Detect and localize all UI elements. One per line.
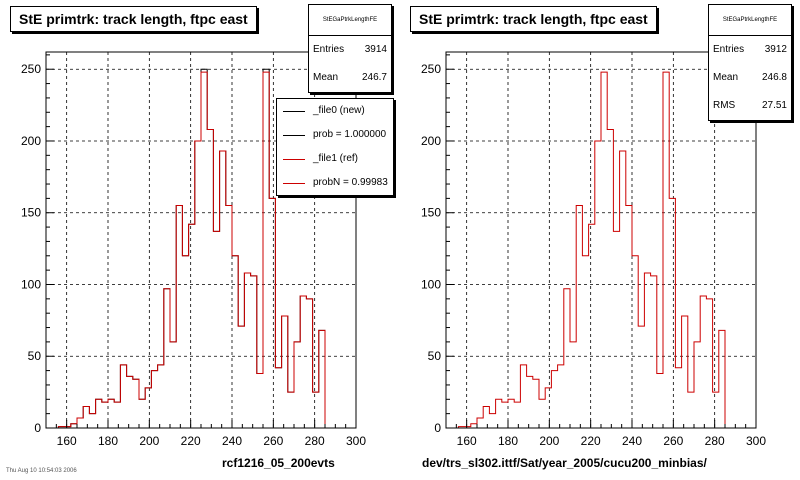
stats-header: StEGaPtrkLengthFE — [709, 5, 791, 36]
stats-header: StEGaPtrkLengthFE — [309, 5, 391, 36]
stats-label: Entries — [713, 44, 745, 55]
legend-swatch — [283, 111, 305, 112]
y-tick-label: 50 — [428, 349, 442, 363]
x-tick-label: 220 — [181, 434, 201, 448]
x-tick-label: 160 — [57, 434, 77, 448]
x-tick-label: 300 — [746, 434, 766, 448]
chart-title: StE primtrk: track length, ftpc east — [10, 6, 257, 32]
y-tick-label: 0 — [34, 421, 41, 435]
stats-label: Entries — [313, 44, 345, 55]
stats-row-mean: Mean 246.7 — [309, 64, 391, 92]
legend-label: probN = 0.99983 — [313, 177, 388, 188]
right-panel: StE primtrk: track length, ftpc east 160… — [400, 0, 800, 480]
x-tick-label: 200 — [539, 434, 559, 448]
legend-label: _file1 (ref) — [313, 153, 359, 164]
stats-row-entries: Entries 3914 — [309, 36, 391, 64]
x-tick-label: 280 — [305, 434, 325, 448]
legend-item: _file1 (ref) — [277, 147, 393, 171]
legend: _file0 (new) prob = 1.000000 _file1 (ref… — [276, 98, 394, 196]
y-tick-label: 100 — [421, 277, 441, 291]
histogram-plot-right: 160 180 200 220 240 260 280 300 0 50 100 150 200 250 — [421, 51, 766, 448]
y-tick-label: 250 — [421, 62, 441, 76]
x-tick-label: 220 — [581, 434, 601, 448]
stats-row-mean: Mean 246.8 — [709, 64, 791, 92]
timestamp-note: Thu Aug 10 10:54:03 2006 — [6, 468, 77, 474]
histogram-series — [446, 71, 756, 429]
y-tick-label: 200 — [421, 134, 441, 148]
legend-swatch — [283, 159, 305, 160]
footer-label: dev/trs_sl302.ittf/Sat/year_2005/cucu200… — [422, 456, 707, 470]
y-tick-label: 150 — [21, 206, 41, 220]
y-tick-label: 250 — [21, 62, 41, 76]
x-tick-label: 180 — [498, 434, 518, 448]
stats-box: StEGaPtrkLengthFE Entries 3912 Mean 246.… — [708, 4, 792, 121]
x-tick-label: 300 — [346, 434, 366, 448]
x-tick-label: 200 — [139, 434, 159, 448]
stats-value: 3914 — [364, 44, 387, 55]
y-tick-label: 0 — [434, 421, 441, 435]
stats-value: 246.7 — [361, 72, 387, 83]
stats-box: StEGaPtrkLengthFE Entries 3914 Mean 246.… — [308, 4, 392, 93]
legend-item: probN = 0.99983 — [277, 171, 393, 195]
legend-swatch — [283, 183, 305, 184]
histogram-series — [46, 71, 356, 429]
stats-row-rms: RMS 27.51 — [709, 92, 791, 120]
y-tick-label: 200 — [21, 134, 41, 148]
x-tick-label: 240 — [622, 434, 642, 448]
legend-label: prob = 1.000000 — [313, 129, 387, 140]
x-tick-label: 160 — [457, 434, 477, 448]
legend-label: _file0 (new) — [313, 105, 365, 116]
stats-value: 3912 — [764, 44, 787, 55]
y-tick-label: 50 — [28, 349, 42, 363]
histogram-plot-left: 160 180 200 220 240 260 280 300 0 50 100 150 200 250 — [21, 51, 366, 448]
stats-value: 246.8 — [761, 72, 787, 83]
legend-swatch — [283, 135, 305, 136]
left-panel: StE primtrk: track length, ftpc east 160… — [6, 4, 394, 474]
stats-label: Mean — [713, 72, 739, 83]
x-tick-label: 260 — [663, 434, 683, 448]
x-tick-label: 180 — [98, 434, 118, 448]
y-tick-label: 100 — [21, 277, 41, 291]
y-tick-label: 150 — [421, 206, 441, 220]
x-tick-label: 260 — [263, 434, 283, 448]
stats-value: 27.51 — [761, 100, 787, 111]
footer-label: rcf1216_05_200evts — [222, 456, 335, 470]
stats-row-entries: Entries 3912 — [709, 36, 791, 64]
stats-label: RMS — [713, 100, 736, 111]
chart-title: StE primtrk: track length, ftpc east — [410, 6, 657, 32]
x-tick-label: 240 — [222, 434, 242, 448]
stats-label: Mean — [313, 72, 339, 83]
x-tick-label: 280 — [705, 434, 725, 448]
legend-item: _file0 (new) — [277, 99, 393, 123]
legend-item: prob = 1.000000 — [277, 123, 393, 147]
